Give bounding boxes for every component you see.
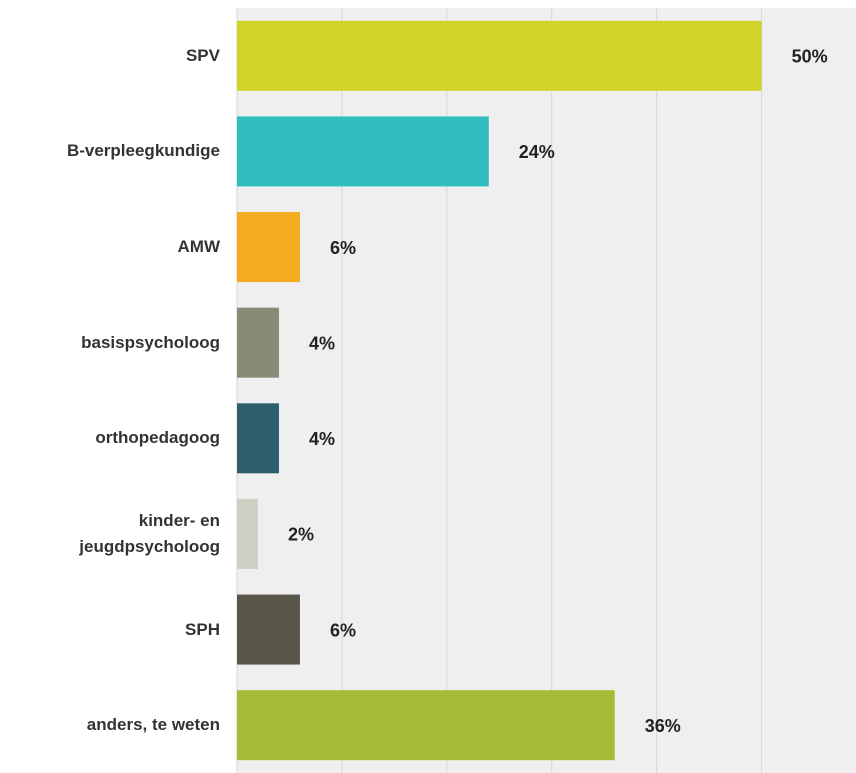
value-label: 24% <box>519 142 555 162</box>
category-label: kinder- en jeugdpsycholoog <box>79 510 220 556</box>
category-label: SPV <box>185 45 220 65</box>
value-label: 4% <box>309 429 335 449</box>
bar <box>237 307 279 378</box>
value-label: 4% <box>309 333 335 353</box>
bar <box>237 20 762 91</box>
category-label: basispsycholoog <box>81 332 220 352</box>
bar <box>237 403 279 474</box>
category-label: orthopedagoog <box>95 428 220 448</box>
bar <box>237 690 615 761</box>
bar <box>237 116 489 187</box>
category-label: SPH <box>185 619 220 639</box>
value-label: 2% <box>288 525 314 545</box>
bar <box>237 498 258 569</box>
category-label: AMW <box>177 237 220 257</box>
value-label: 50% <box>792 47 828 67</box>
category-label: B-verpleegkundige <box>66 141 220 161</box>
category-label: anders, te weten <box>86 715 220 735</box>
bar <box>237 212 300 283</box>
value-label: 6% <box>330 620 356 640</box>
value-label: 36% <box>645 716 681 736</box>
value-label: 6% <box>330 238 356 258</box>
bar <box>237 594 300 665</box>
